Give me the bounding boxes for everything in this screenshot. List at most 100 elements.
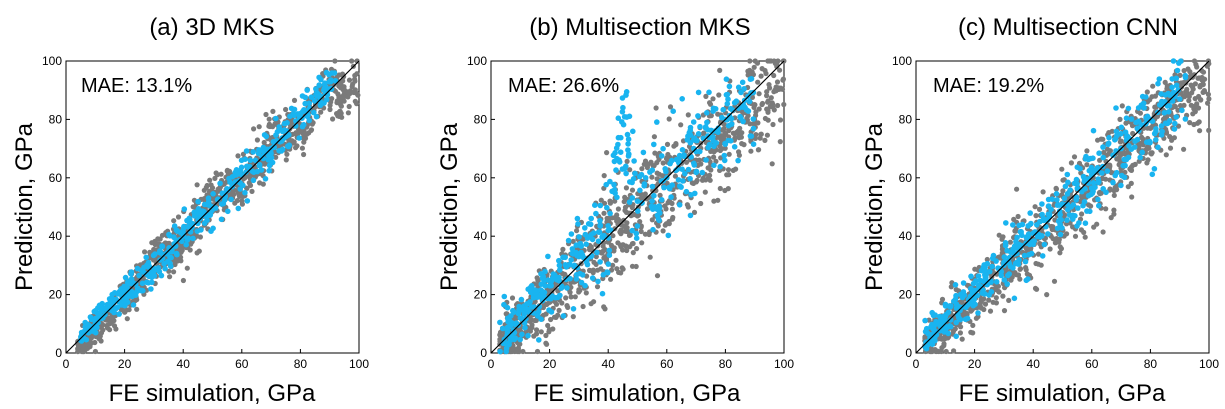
panel-c-point (1022, 258, 1029, 265)
panel-b-point (654, 176, 660, 182)
panel-b-point (697, 123, 703, 130)
panel-c-point (1196, 119, 1202, 125)
panel-c-point (1001, 254, 1008, 260)
panel-b-point (623, 170, 629, 177)
panel-c-point (1017, 266, 1024, 272)
panel-a-point (283, 157, 289, 163)
panel-b-point (573, 249, 579, 256)
panel-b-point (670, 108, 676, 114)
panel-b-point (536, 303, 543, 310)
panel-a-point (148, 286, 154, 292)
panel-c-point (1103, 206, 1109, 212)
panel-b-point (624, 131, 631, 138)
panel-b-point (724, 100, 731, 107)
panel-b-point (658, 197, 665, 203)
panel-c-point (1205, 91, 1211, 97)
panel-b-point (597, 259, 603, 265)
panel-a-point (291, 106, 298, 113)
panel-b-point (650, 206, 656, 212)
panel-b-point (538, 316, 544, 323)
panel-c-point (1084, 148, 1090, 154)
panel-a-point (215, 188, 221, 194)
panel-c-point (1072, 233, 1079, 239)
panel-b-point (529, 322, 535, 328)
panel-b-point (623, 209, 630, 215)
panel-c-point (1176, 60, 1182, 66)
panel-b-point (750, 89, 757, 96)
panel-b-point (548, 309, 555, 315)
panel-b-point (663, 168, 669, 175)
panel-b-point (692, 190, 698, 197)
panel-b-point (605, 227, 611, 234)
panel-b-point (590, 267, 596, 273)
panel-c-point (1085, 180, 1092, 186)
panel-b-point (577, 270, 583, 277)
panel-b-point (772, 87, 778, 93)
panel-a-point (213, 170, 219, 176)
panel-a-point (354, 101, 360, 107)
panel-c-point (1094, 165, 1101, 171)
panel-c-point (1177, 72, 1183, 78)
panel-c-point (944, 324, 951, 330)
panel-a-point (143, 279, 150, 286)
panel-b-point (770, 121, 776, 128)
panel-b-point (563, 295, 569, 301)
panel-b-point (690, 119, 697, 125)
panel-a-point (311, 109, 317, 116)
panel-b-point (497, 348, 503, 355)
panel-c-point (1117, 139, 1123, 145)
panel-c-point (960, 280, 967, 286)
panel-b-point (715, 134, 721, 140)
panel-c-point (1200, 69, 1207, 75)
panel-a-point (116, 311, 122, 317)
panel-b-point (559, 300, 565, 306)
panel-b-point (556, 262, 563, 269)
panel-b-point (771, 107, 777, 113)
panel-a-point (134, 285, 141, 292)
panel-b-point (708, 148, 714, 154)
panel-c-point (1034, 222, 1040, 228)
panel-a-point (194, 250, 200, 256)
panel-b-point (623, 185, 630, 191)
panel-b-point (623, 92, 629, 98)
panel-b-point (717, 185, 723, 192)
panel-b-point (534, 294, 541, 301)
panel-b-point (623, 163, 629, 170)
panel-c-xtick-label-60: 60 (1085, 357, 1099, 371)
panel-a-point (276, 126, 283, 133)
panel-a-point (157, 248, 163, 254)
panel-c-point (1191, 72, 1197, 78)
panel-c-point (941, 343, 947, 349)
panel-c-point (1158, 91, 1164, 97)
panel-a-ytick-label-60: 60 (49, 171, 63, 185)
panel-c-point (1169, 84, 1175, 91)
panel-b-point (756, 106, 762, 112)
panel-c-point (953, 333, 959, 340)
panel-b-point (723, 92, 730, 98)
panel-b-point (584, 261, 591, 268)
panel-b-point (693, 168, 700, 175)
panel-b-point (759, 66, 765, 72)
panel-a-point (129, 279, 136, 286)
panel-b-point (734, 129, 740, 135)
panel-b-point (609, 267, 615, 273)
panel-b-point (606, 252, 613, 258)
panel-b-point (626, 199, 633, 205)
panel-b-point (609, 188, 615, 195)
panel-c-point (1084, 162, 1090, 168)
panel-a-point (210, 191, 216, 197)
panel-c-point (1027, 210, 1033, 216)
panel-a-point (143, 254, 149, 261)
panel-a-point (228, 196, 234, 203)
panel-b-point (641, 183, 647, 189)
panel-b-point (739, 141, 745, 147)
panel-c-point (942, 314, 949, 320)
panel-c-point (1016, 222, 1022, 229)
panel-b-point (503, 348, 510, 355)
panel-c-point (982, 291, 988, 297)
panel-a-point (318, 76, 324, 83)
panel-a-point (261, 139, 267, 146)
panel-c-point (1153, 137, 1159, 143)
panel-c-point (1090, 127, 1097, 134)
panel-c-point (1123, 115, 1130, 121)
